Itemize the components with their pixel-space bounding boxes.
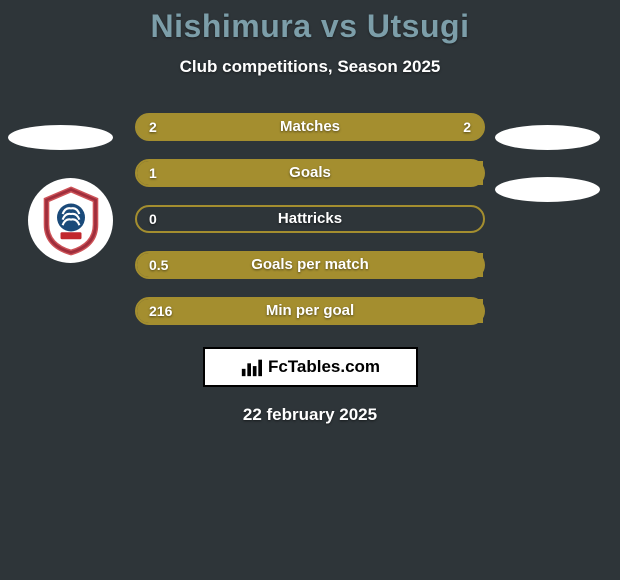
brand-label: FcTables.com xyxy=(268,357,380,377)
oval-top-left xyxy=(8,125,113,150)
oval-bottom-right xyxy=(495,177,600,202)
stats-list: 2Matches2 1Goals 0Hattricks 0.5Goals per ma… xyxy=(135,113,485,325)
date-label: 22 february 2025 xyxy=(0,405,620,425)
subtitle: Club competitions, Season 2025 xyxy=(0,57,620,77)
infographic-container: Nishimura vs Utsugi Club competitions, S… xyxy=(0,0,620,580)
crest-icon xyxy=(36,186,106,256)
club-crest-left xyxy=(28,178,113,263)
stat-row: 0Hattricks xyxy=(135,205,485,233)
stat-label: Min per goal xyxy=(137,299,483,323)
stat-row: 2Matches2 xyxy=(135,113,485,141)
stat-label: Matches xyxy=(137,115,483,139)
stat-row: 0.5Goals per match xyxy=(135,251,485,279)
bar-chart-icon xyxy=(240,356,262,378)
stat-row: 216Min per goal xyxy=(135,297,485,325)
page-title: Nishimura vs Utsugi xyxy=(0,8,620,45)
stat-label: Hattricks xyxy=(137,207,483,231)
brand-box: FcTables.com xyxy=(203,347,418,387)
oval-top-right xyxy=(495,125,600,150)
stat-label: Goals xyxy=(137,161,483,185)
stat-row: 1Goals xyxy=(135,159,485,187)
stat-value-right: 2 xyxy=(463,115,471,139)
stat-label: Goals per match xyxy=(137,253,483,277)
